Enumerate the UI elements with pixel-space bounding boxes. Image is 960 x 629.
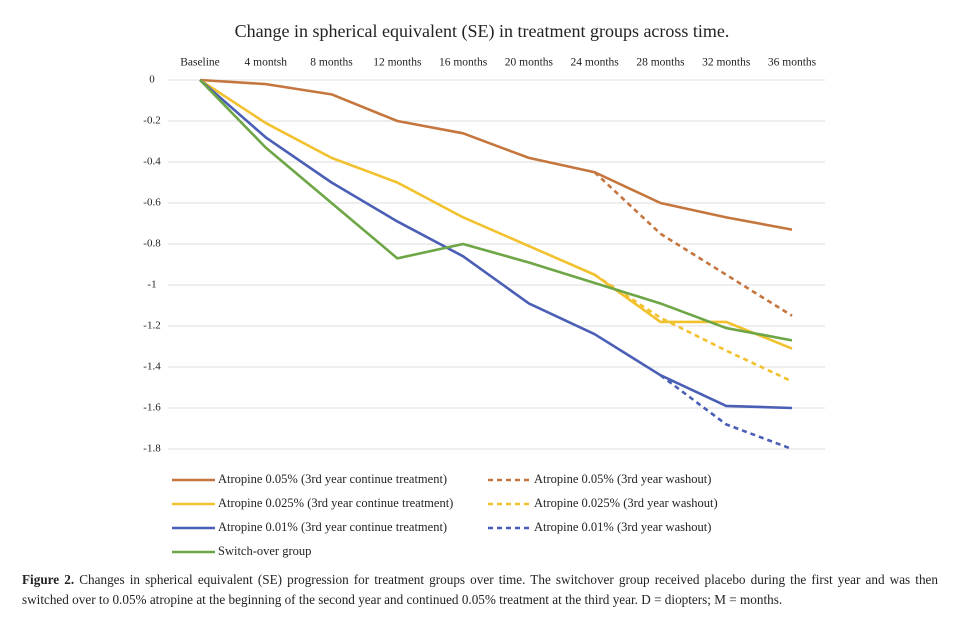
y-tick-label: -0.2	[143, 115, 160, 127]
x-tick-label: 36 months	[768, 57, 817, 69]
x-tick-label: 12 months	[373, 57, 422, 69]
series-line	[199, 79, 793, 410]
legend-label: Switch-over group	[218, 544, 311, 558]
y-tick-label: -1.4	[143, 361, 161, 373]
x-tick-label: 20 months	[505, 57, 554, 69]
legend-label: Atropine 0.01% (3rd year washout)	[534, 520, 711, 534]
legend-label: Atropine 0.05% (3rd year washout)	[534, 472, 711, 486]
series-line	[199, 78, 793, 231]
x-tick-label: 24 months	[571, 57, 620, 69]
y-tick-label: -1.6	[143, 402, 161, 414]
chart-title: Change in spherical equivalent (SE) in t…	[235, 21, 730, 42]
y-tick-label: 0	[149, 74, 155, 86]
x-tick-label: 28 months	[636, 57, 685, 69]
series-line	[659, 374, 793, 451]
legend-label: Atropine 0.01% (3rd year continue treatm…	[218, 520, 447, 534]
y-tick-label: -0.4	[143, 156, 161, 168]
legend-label: Atropine 0.05% (3rd year continue treatm…	[218, 472, 447, 486]
series-line	[199, 78, 793, 350]
x-tick-label: Baseline	[180, 57, 220, 69]
series-line	[199, 79, 793, 342]
legend-label: Atropine 0.025% (3rd year washout)	[534, 496, 718, 510]
y-tick-label: -1.8	[143, 443, 161, 455]
x-tick-label: 4 montsh	[245, 57, 288, 69]
x-tick-label: 8 months	[310, 57, 353, 69]
caption-text: Changes in spherical equivalent (SE) pro…	[22, 572, 938, 607]
y-tick-label: -1.2	[143, 320, 160, 332]
y-tick-label: -1	[147, 279, 156, 291]
y-tick-label: -0.8	[143, 238, 161, 250]
series-line	[593, 171, 793, 317]
x-tick-label: 32 months	[702, 57, 751, 69]
x-tick-label: 16 months	[439, 57, 488, 69]
caption-label: Figure 2.	[22, 572, 75, 587]
y-tick-label: -0.6	[143, 197, 161, 209]
caption: Figure 2. Changes in spherical equivalen…	[22, 570, 938, 610]
chart: Change in spherical equivalent (SE) in t…	[143, 21, 825, 558]
series-line	[593, 273, 793, 383]
legend-label: Atropine 0.025% (3rd year continue treat…	[218, 496, 453, 510]
